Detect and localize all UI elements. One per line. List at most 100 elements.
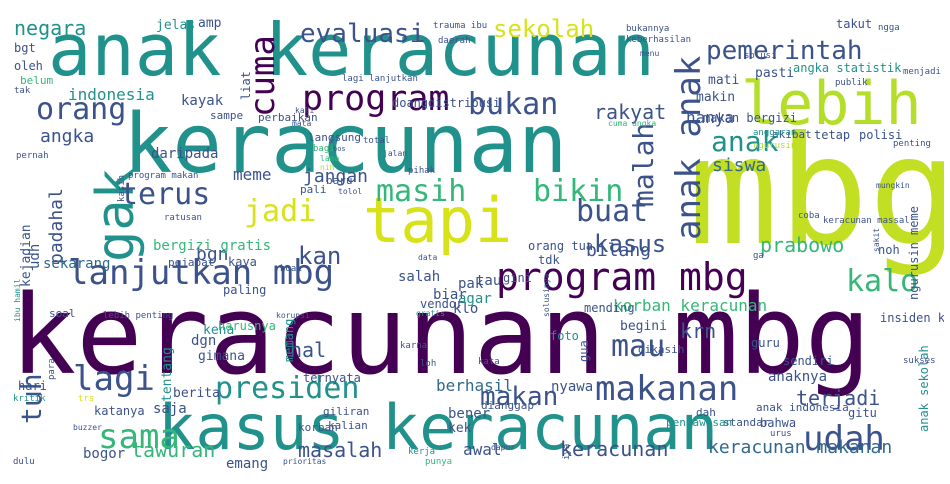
word: tapi (363, 184, 513, 257)
word: padahal (46, 188, 67, 264)
word: tak (14, 86, 31, 96)
word: pengawasan (666, 416, 733, 429)
word: menu (640, 49, 660, 58)
word: keracunan mbg (10, 271, 871, 399)
word: masalah (298, 438, 383, 462)
word: korban (298, 421, 338, 434)
word: kritik (13, 394, 46, 404)
word: bagi (313, 144, 335, 154)
word: berita (173, 386, 220, 401)
word: sama (98, 417, 180, 457)
word: standar (723, 416, 770, 429)
word: kayak (181, 93, 224, 109)
word: jadi (244, 194, 317, 229)
word: data (418, 253, 438, 262)
word: dianggap (481, 399, 534, 412)
word: jangan (303, 166, 369, 187)
word: polisi (859, 128, 903, 142)
word: keberhasilan (626, 35, 692, 45)
word: dah (696, 406, 716, 419)
word: kasih (117, 174, 127, 202)
word: keracunan (123, 97, 568, 192)
word: pak (458, 276, 484, 292)
word: program makan (128, 171, 199, 181)
word: trauma ibu (433, 21, 488, 31)
word: paling (223, 283, 267, 297)
word: emang (226, 456, 269, 472)
word: prioritas (283, 457, 327, 466)
word: bilang (586, 240, 652, 261)
word: ngga (878, 23, 900, 33)
word: program mbg (496, 255, 748, 299)
word: cuma angka (608, 119, 657, 128)
word: bergizi gratis (153, 238, 272, 254)
word: urus (770, 429, 792, 439)
word: dgn (191, 333, 217, 349)
word: total (363, 136, 391, 146)
word: anaknya (768, 369, 828, 385)
word: berhasil (436, 376, 514, 395)
word: indonesia (68, 85, 155, 104)
word: gimana (198, 349, 245, 364)
word: orang (36, 92, 127, 127)
word: korupsi (276, 311, 310, 320)
word: publik (835, 78, 868, 88)
word: menjadi (903, 67, 941, 77)
word: sampe (210, 109, 244, 122)
word: nih (320, 163, 335, 172)
word: insiden keracunan (880, 311, 944, 325)
word: keracunan massal (823, 216, 910, 226)
word: anak (711, 125, 779, 158)
word: meme (233, 165, 272, 184)
word: awal (463, 440, 502, 459)
word: gini (503, 271, 532, 285)
word: daerah (438, 36, 471, 46)
word: liat (239, 71, 253, 100)
word: biar (433, 287, 467, 303)
word: salah (398, 269, 441, 285)
word: anak keracunan (48, 12, 655, 92)
word: udah (803, 419, 885, 459)
word: solusinya (542, 273, 551, 317)
word: trs (78, 394, 95, 404)
word: lebih penting (103, 311, 174, 321)
word: pihak (408, 166, 436, 176)
word: bahwa (760, 416, 797, 430)
word: angka (40, 126, 95, 147)
word: sendiri (783, 354, 834, 368)
word: ratusan (164, 213, 202, 223)
word: bener (448, 406, 491, 422)
word: lagi lanjutkan (342, 74, 418, 84)
word: keracunan makanan (708, 437, 893, 458)
word: makanan (595, 369, 739, 409)
word: mau (611, 329, 666, 364)
word: gitu (848, 406, 877, 420)
word: kaya (228, 255, 257, 269)
word: pejabat (168, 256, 215, 269)
word: kan (298, 242, 342, 270)
word: jalan (383, 149, 408, 158)
word: buat (576, 194, 649, 229)
word: evaluasi (300, 19, 426, 49)
word: presiden (215, 371, 360, 406)
word: lagi (73, 359, 155, 399)
word: jelas (156, 18, 196, 33)
word: dapur (491, 443, 516, 452)
word: kata (478, 357, 500, 367)
word: nyawa (551, 379, 594, 395)
word: dikasih (638, 343, 685, 356)
word: kali (295, 106, 315, 115)
word: soal (49, 307, 76, 320)
word: ternyata (303, 371, 361, 385)
word-cloud-canvas: keracunan mbg mbg keracunan anak keracun… (8, 12, 944, 480)
word: lanjutkan mbg (68, 253, 335, 293)
word: saja (153, 401, 187, 417)
word: kena (203, 323, 235, 338)
word: masih (376, 174, 467, 209)
word: tawuran (131, 438, 216, 462)
word: belum (20, 74, 54, 87)
word: dulu (13, 457, 35, 467)
word: buzzer (73, 423, 102, 432)
word: kalo (846, 264, 919, 299)
